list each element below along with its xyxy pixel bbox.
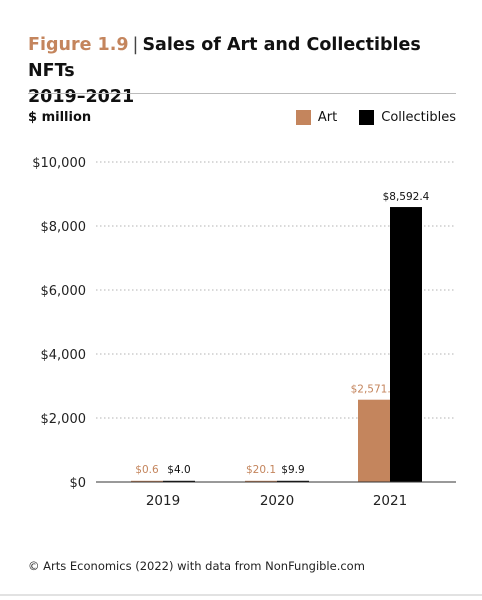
legend-item-collectibles: Collectibles [359,110,456,125]
data-label: $8,592.4 [383,191,430,203]
data-label: $4.0 [167,464,190,476]
bar-art-2019 [131,480,163,482]
legend-item-art: Art [295,110,338,125]
data-label: $0.6 [135,464,159,476]
data-label: $2,571.7 [351,384,398,396]
y-tick-label: $2,000 [41,412,87,427]
unit-label: $ million [28,110,92,125]
legend-label-art: Art [317,110,338,125]
y-tick-label: $10,000 [32,156,86,171]
y-tick-label: $6,000 [41,284,87,299]
bar-art-2020 [245,480,277,482]
title-separator: | [132,35,139,55]
bar-art-2021 [358,399,390,482]
legend-swatch-collectibles [359,110,375,125]
y-tick-label: $0 [69,476,86,491]
title-years: 2019–2021 [28,87,135,107]
bar-collectibles-2019 [163,480,195,482]
y-tick-label: $8,000 [41,220,87,235]
figure-label: Figure 1.9 [28,35,129,55]
chart-title: Figure 1.9 | Sales of Art and Collectibles… [28,32,458,110]
data-label: $9.9 [281,464,304,476]
title-text: Sales of Art and Collectibles NFTs [28,35,421,81]
legend-swatch-art [295,110,311,125]
data-label: $20.1 [246,464,276,476]
x-tick-label: 2020 [260,493,294,509]
source-note: © Arts Economics (2022) with data from N… [28,559,365,573]
x-tick-label: 2019 [146,493,180,509]
bottom-divider [0,594,482,596]
bar-collectibles-2020 [277,480,309,482]
x-tick-label: 2021 [373,493,407,509]
legend-label-collectibles: Collectibles [381,110,456,125]
y-tick-label: $4,000 [41,348,87,363]
legend: Art Collectibles [274,110,456,125]
title-divider [28,93,456,94]
bar-collectibles-2021 [390,207,422,482]
